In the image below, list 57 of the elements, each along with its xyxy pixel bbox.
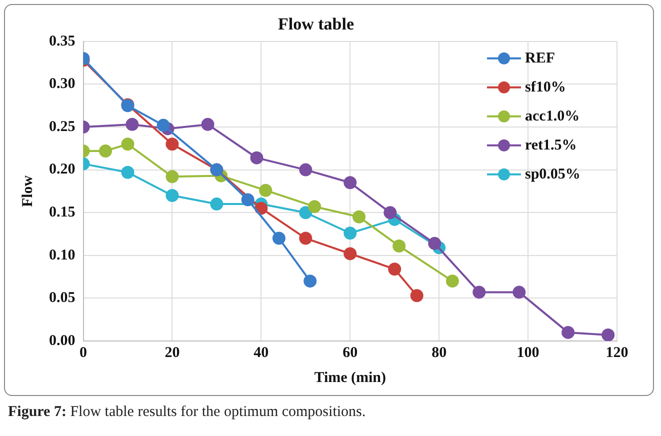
- point: [166, 170, 179, 184]
- point: [166, 138, 179, 151]
- caption: Figure 7: Flow table results for the optimum compositions.: [8, 404, 366, 421]
- point: [250, 151, 264, 164]
- y-tick-label: 0.25: [49, 118, 76, 135]
- point: [272, 232, 286, 245]
- y-tick-label: 0.05: [49, 290, 76, 306]
- legend-label: sf10%: [525, 79, 566, 96]
- y-tick-label: 0.35: [49, 33, 76, 50]
- point: [410, 289, 424, 302]
- point: [259, 184, 272, 197]
- y-axis-title: Flow: [20, 175, 36, 208]
- point: [121, 166, 134, 179]
- y-tick-label: 0.20: [49, 162, 76, 178]
- point: [602, 328, 615, 341]
- point: [299, 206, 312, 220]
- x-tick-label: 0: [80, 344, 87, 361]
- x-tick-label: 120: [606, 344, 628, 361]
- point: [166, 188, 179, 202]
- legend-label: acc1.0%: [525, 108, 580, 124]
- point: [446, 274, 459, 288]
- point: [126, 118, 139, 131]
- point: [384, 206, 397, 220]
- point: [472, 286, 486, 299]
- point: [241, 193, 254, 206]
- point: [388, 262, 402, 276]
- point: [299, 232, 312, 245]
- x-axis-title: Time (min): [314, 370, 386, 386]
- point: [308, 200, 322, 214]
- point: [344, 176, 357, 190]
- point: [299, 163, 312, 176]
- chart-title: Flow table: [278, 14, 354, 34]
- point: [98, 144, 112, 158]
- point: [392, 239, 406, 252]
- point: [210, 198, 224, 211]
- legend-label: ret1.5%: [525, 137, 577, 154]
- x-tick-label: 40: [254, 344, 269, 361]
- x-tick-label: 60: [342, 344, 358, 361]
- point: [156, 118, 170, 132]
- x-tick-label: 100: [516, 344, 540, 361]
- point: [344, 226, 357, 240]
- point: [512, 286, 526, 299]
- point: [562, 326, 575, 339]
- point: [304, 274, 317, 288]
- x-tick-label: 20: [164, 344, 180, 361]
- y-tick-label: 0.10: [49, 247, 76, 264]
- legend-label: REF: [525, 50, 555, 66]
- point: [344, 247, 357, 260]
- x-tick-label: 80: [432, 344, 447, 361]
- point: [121, 138, 134, 151]
- point: [201, 118, 214, 131]
- point: [428, 236, 442, 250]
- point: [352, 210, 366, 224]
- legend-label: sp0.05%: [525, 166, 580, 182]
- y-tick-label: 0.30: [49, 76, 76, 92]
- y-tick-label: 0.15: [49, 204, 76, 220]
- y-tick-label: 0.00: [49, 332, 76, 349]
